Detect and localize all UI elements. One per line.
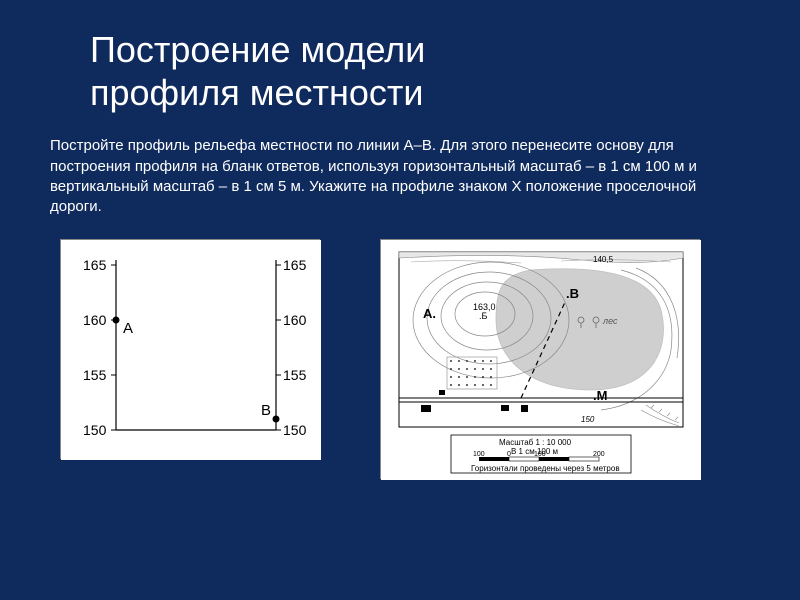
profile-point-A [113, 317, 120, 324]
spot-height-140: 140,5 [593, 255, 614, 264]
ytick-right-155: 155 [283, 367, 307, 383]
scalebar-v0: 100 [473, 451, 485, 458]
map-point-A: А. [423, 306, 436, 321]
ytick-left-155: 155 [83, 367, 107, 383]
scalebar-v2: 100 [534, 451, 546, 458]
contour-150-label: 150 [581, 415, 595, 424]
title-line-2: профиля местности [90, 72, 424, 113]
profile-point-B-label: В [261, 402, 271, 419]
ytick-right-150: 150 [283, 422, 307, 438]
figure-profile-grid: 165 160 155 150 165 160 155 150 [60, 239, 320, 459]
ytick-right-160: 160 [283, 312, 307, 328]
ytick-left-165: 165 [83, 257, 107, 273]
figure-topo-map: лес [380, 239, 700, 479]
forest-label: лес [602, 316, 618, 326]
scalebar-v3: 200 [593, 451, 605, 458]
figures-row: 165 160 155 150 165 160 155 150 [60, 239, 750, 479]
title-line-1: Построение модели [90, 29, 425, 70]
profile-point-A-label: А [123, 320, 133, 337]
spot-height-163-sub: .Б [479, 311, 488, 321]
scalebar-v1: 0 [507, 451, 511, 458]
legend-line3: Горизонтали проведены через 5 метров [471, 464, 620, 473]
slide-title: Построение модели профиля местности [90, 28, 750, 114]
legend-line1: Масштаб 1 : 10 000 [499, 438, 572, 447]
ytick-left-150: 150 [83, 422, 107, 438]
ytick-right-165: 165 [283, 257, 307, 273]
profile-point-B [273, 416, 280, 423]
profile-grid-svg: 165 160 155 150 165 160 155 150 [61, 240, 321, 460]
topo-map-svg: лес [381, 240, 701, 480]
ytick-left-160: 160 [83, 312, 107, 328]
map-point-M: .М [593, 388, 607, 403]
slide-body-text: Постройте профиль рельефа местности по л… [50, 136, 750, 217]
map-point-B: .В [566, 286, 579, 301]
